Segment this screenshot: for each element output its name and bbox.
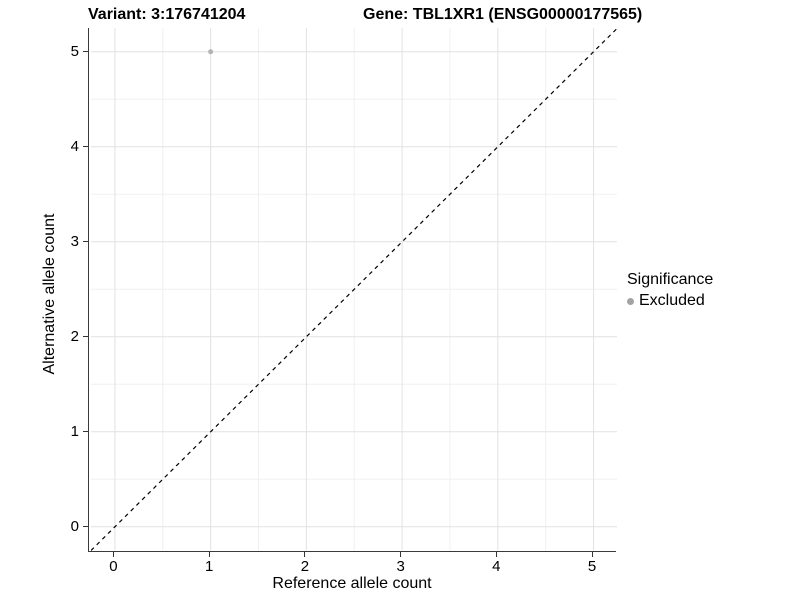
y-tick-mark <box>83 51 88 53</box>
x-axis-label: Reference allele count <box>272 575 432 592</box>
y-tick-mark <box>83 336 88 338</box>
legend-title: Significance <box>627 271 714 288</box>
x-tick-label: 0 <box>109 558 118 575</box>
y-tick-label: 0 <box>70 517 79 535</box>
y-tick-mark <box>83 431 88 433</box>
plot-area <box>90 28 617 551</box>
x-tick-mark <box>208 552 210 557</box>
y-tick-label: 4 <box>70 137 79 155</box>
x-tick-mark <box>400 552 402 557</box>
data-point-excluded <box>207 49 213 55</box>
x-tick-label: 3 <box>396 558 405 575</box>
x-tick-label: 1 <box>204 558 214 575</box>
x-tick-label: 2 <box>300 558 310 575</box>
y-tick-label: 3 <box>70 232 79 250</box>
legend-entry-excluded: Excluded <box>627 292 713 310</box>
y-tick-mark <box>83 146 88 148</box>
y-tick-mark <box>83 241 88 243</box>
plot-panel <box>88 28 617 552</box>
legend-entry-label: Excluded <box>639 292 705 309</box>
x-tick-label: 5 <box>587 558 597 575</box>
plot-title-variant: Variant: 3:176741204 <box>88 6 246 23</box>
identity-line <box>90 28 617 551</box>
y-tick-label: 5 <box>70 42 79 60</box>
x-tick-mark <box>304 552 306 557</box>
excluded-point-icon <box>627 297 634 305</box>
x-tick-mark <box>495 552 497 557</box>
x-tick-label: 4 <box>492 558 501 575</box>
plot-title-gene: Gene: TBL1XR1 (ENSG00000177565) <box>363 6 643 23</box>
x-tick-mark <box>112 552 114 557</box>
y-tick-label: 2 <box>70 327 79 345</box>
legend: Significance Excluded <box>627 271 713 310</box>
y-tick-label: 1 <box>70 422 79 440</box>
x-tick-mark <box>591 552 593 557</box>
y-tick-mark <box>83 526 88 528</box>
